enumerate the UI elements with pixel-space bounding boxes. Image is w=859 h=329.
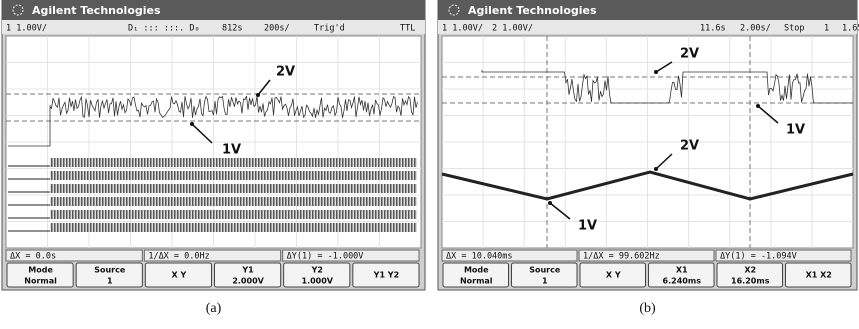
status-text: TTL [400, 24, 415, 34]
brand: Agilent Technologies [468, 4, 597, 17]
softkey-value: 1 [107, 277, 113, 286]
arrow-head [654, 167, 658, 171]
softkey-label: Y1 Y2 [373, 271, 400, 280]
softkey-label: Y1 [241, 266, 254, 275]
status-text: 2 1.00V/ [492, 24, 533, 34]
softkey-label: X2 [744, 266, 756, 275]
arrow-head [654, 70, 658, 74]
softkey-label: Y2 [311, 266, 323, 275]
measurement: 1/ΔX = 99.602Hz [583, 252, 660, 262]
status-text: 812s [222, 24, 242, 34]
softkey-label: X1 [676, 266, 688, 275]
status-bar [2, 20, 425, 34]
status-text: 1 [824, 24, 829, 34]
figure: Agilent Technologies1 1.00V/D₁ ::: :::. … [0, 0, 859, 325]
measurement: ΔY(1) = -1.094V [720, 252, 797, 262]
digital-trace [50, 184, 417, 193]
softkey-label: X Y [172, 271, 187, 280]
status-text: 1.65V [842, 24, 859, 34]
annotation: 2V [680, 47, 699, 62]
softkey-label: X Y [606, 271, 621, 280]
status-text: 2.00s/ [740, 24, 771, 34]
arrow-head [756, 104, 760, 108]
measurement: ΔY(1) = -1.000V [287, 252, 364, 262]
softkey-label: Mode [464, 266, 489, 275]
annotation: 2V [680, 139, 699, 154]
status-text: D₁ ::: :::. D₀ [128, 24, 200, 34]
measurement: 1/ΔX = 0.0Hz [148, 252, 209, 262]
softkey-value: 1.000V [302, 277, 334, 286]
softkey-label: Mode [28, 266, 53, 275]
softkey-label: Source [94, 266, 126, 275]
softkey-value: 6.240ms [663, 277, 702, 286]
digital-trace [50, 223, 417, 232]
status-text: Trig'd [314, 24, 345, 34]
measurement: ΔX = 0.0s [10, 252, 56, 262]
softkey-value: 1 [542, 277, 548, 286]
digital-trace [50, 171, 417, 180]
digital-trace [50, 158, 417, 167]
status-text: 11.6s [700, 24, 726, 34]
status-text: 1 1.00V/ [6, 24, 47, 34]
digital-trace [50, 197, 417, 206]
caption: (a) [206, 301, 222, 316]
brand: Agilent Technologies [32, 4, 161, 17]
annotation: 1V [222, 143, 241, 158]
softkey-value: 2.000V [232, 277, 264, 286]
status-text: Stop [784, 24, 804, 34]
softkey-label: Source [529, 266, 561, 275]
softkey-value: Normal [24, 277, 57, 286]
annotation: 2V [276, 65, 295, 80]
status-text: 200s/ [264, 24, 290, 34]
softkey-value: 16.20ms [731, 277, 770, 286]
caption: (b) [639, 301, 656, 316]
softkey-value: Normal [460, 277, 493, 286]
softkey-label: X1 X2 [806, 271, 832, 280]
arrow-head [548, 201, 552, 205]
status-text: 1 1.00V/ [442, 24, 483, 34]
digital-trace [50, 210, 417, 219]
annotation: 1V [578, 219, 597, 234]
arrow-head [190, 122, 194, 126]
annotation: 1V [786, 123, 805, 138]
measurement: ΔX = 10.040ms [446, 252, 513, 262]
arrow-head [256, 93, 260, 97]
